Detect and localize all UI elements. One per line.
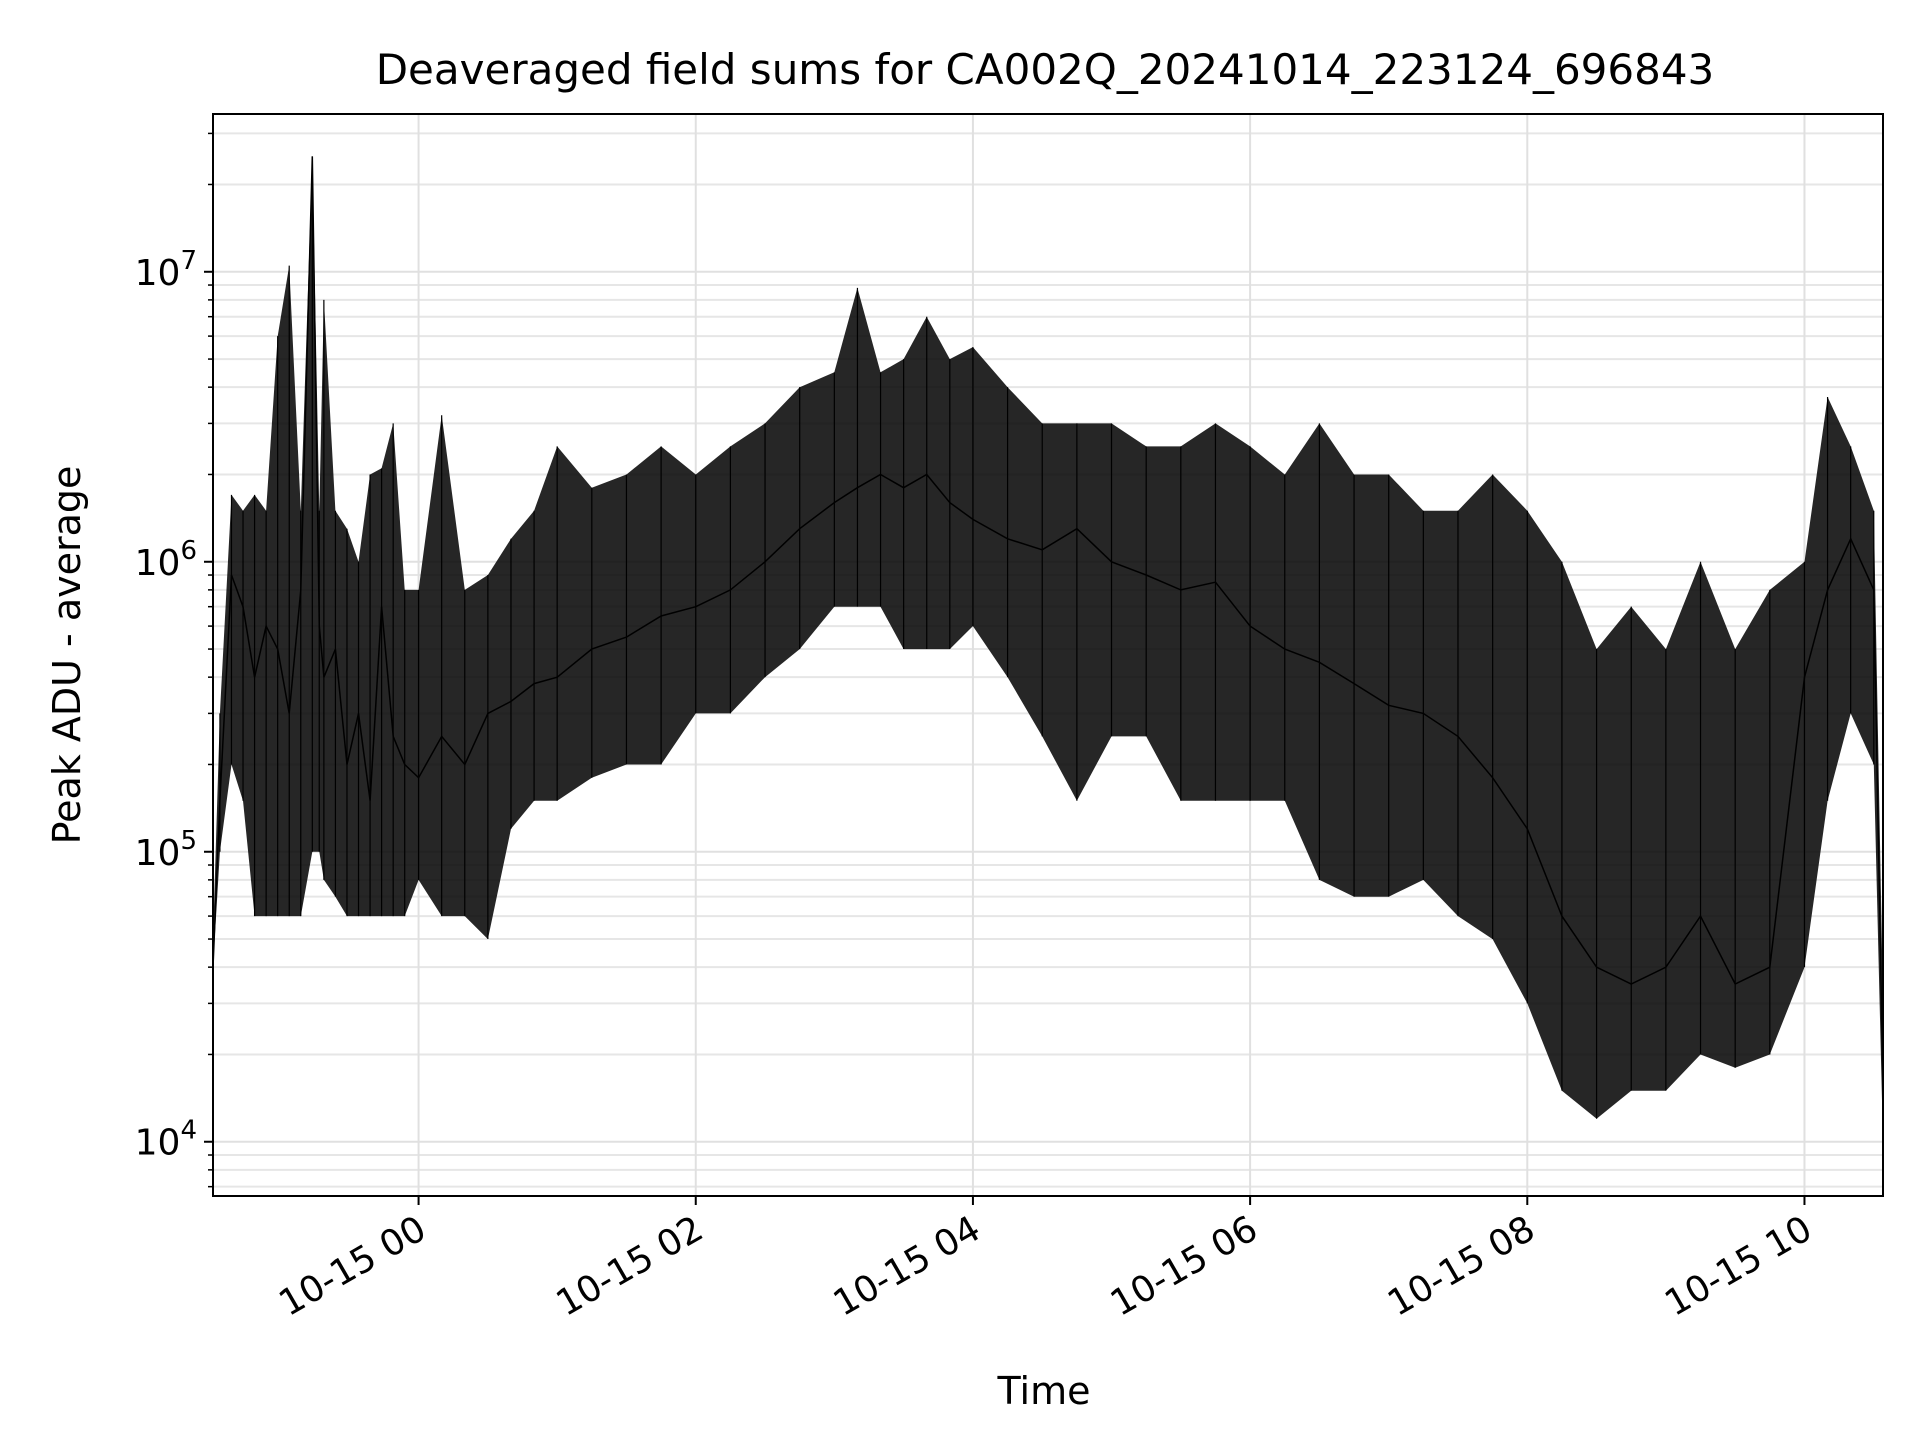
series-layer bbox=[212, 156, 1884, 1142]
series-line bbox=[212, 156, 1884, 1091]
y-tick-label: 107 bbox=[135, 246, 197, 294]
y-tick-label: 104 bbox=[135, 1116, 197, 1164]
y-tick-label: 106 bbox=[135, 536, 197, 584]
chart-title: Deaveraged field sums for CA002Q_2024101… bbox=[376, 45, 1715, 94]
plot-frame bbox=[212, 113, 1884, 1197]
y-axis-label: Peak ADU - average bbox=[45, 466, 89, 845]
axis-ticks bbox=[204, 132, 1806, 1205]
series-envelope bbox=[213, 156, 1883, 1142]
x-axis-label: Time bbox=[997, 1369, 1091, 1413]
y-tick-label: 105 bbox=[135, 826, 197, 874]
